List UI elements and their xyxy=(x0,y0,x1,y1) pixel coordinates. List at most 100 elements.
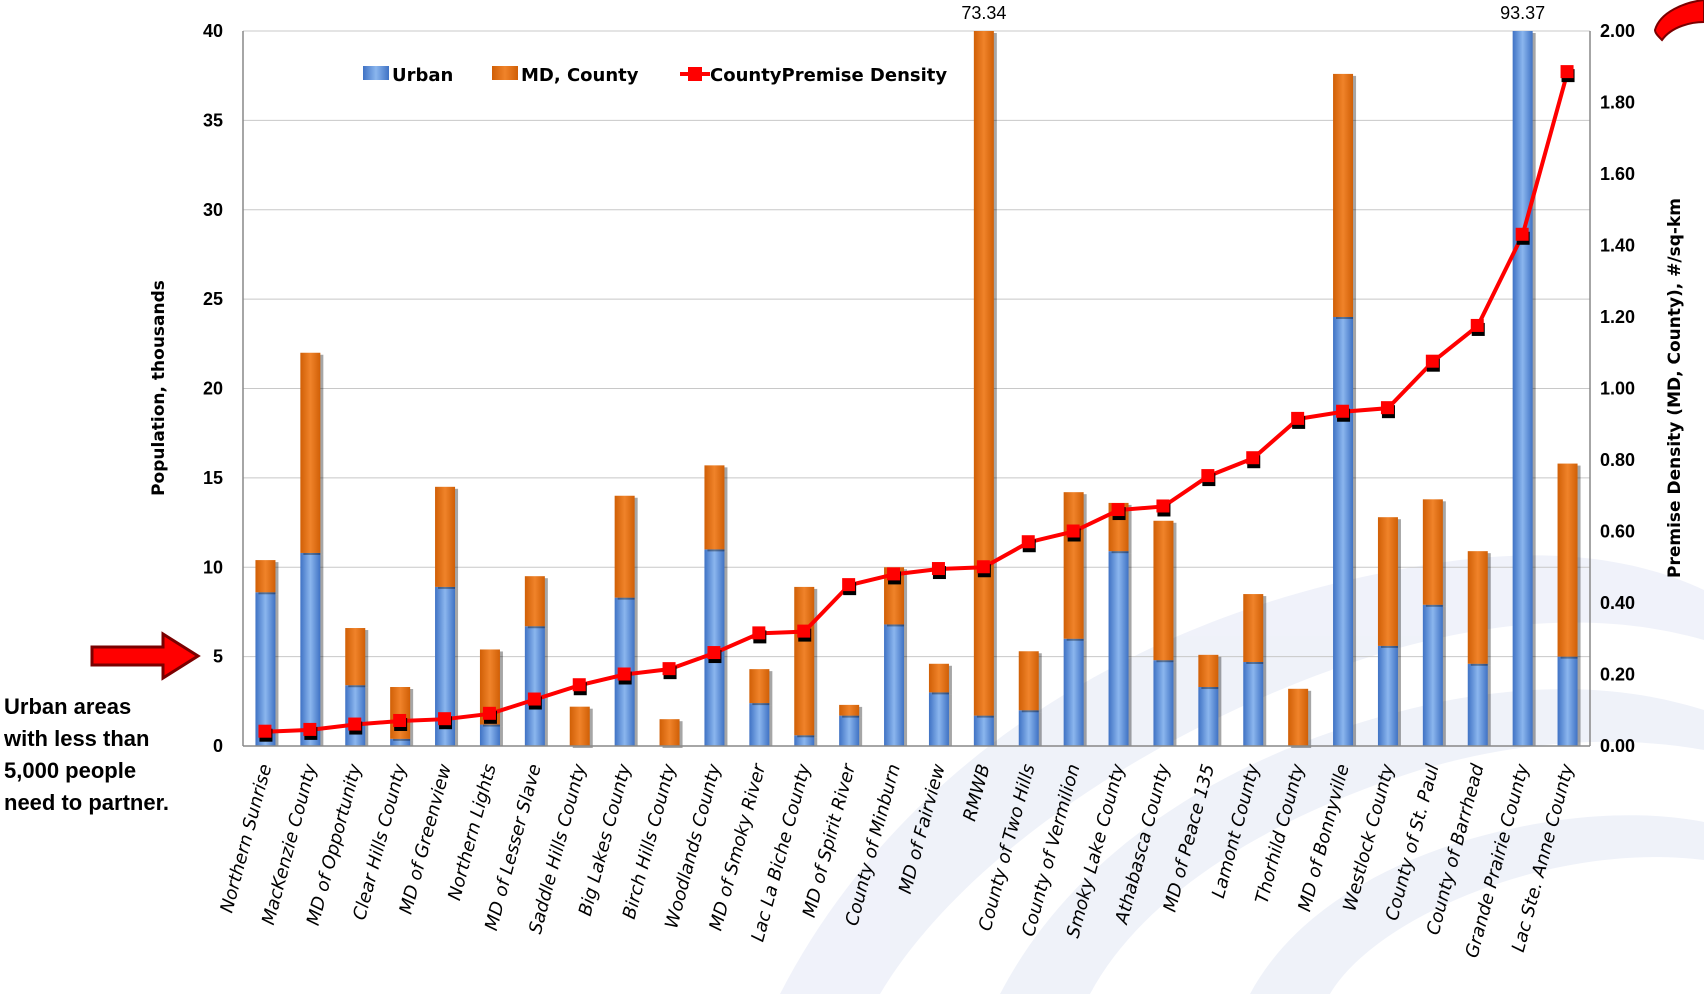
density-marker xyxy=(976,560,990,574)
bar-county xyxy=(1333,73,1354,318)
legend-swatch-county xyxy=(492,66,518,80)
y2-tick-label: 1.40 xyxy=(1600,236,1635,256)
y2-tick-label: 1.60 xyxy=(1600,164,1635,184)
legend: Urban MD, County CountyPremise Density xyxy=(363,65,947,86)
density-marker xyxy=(258,724,272,738)
density-marker xyxy=(1021,535,1035,549)
legend-marker-density xyxy=(688,67,702,81)
density-marker xyxy=(572,678,586,692)
y-tick-label: 15 xyxy=(203,468,223,488)
density-marker xyxy=(482,706,496,720)
overflow-value-label: 93.37 xyxy=(1500,3,1545,23)
y2-tick-label: 1.20 xyxy=(1600,307,1635,327)
right-tick-labels: 0.00 0.20 0.40 0.60 0.80 1.00 1.20 1.40 1.60 1.80… xyxy=(1600,21,1635,756)
bar-county xyxy=(614,495,635,598)
bar-urban xyxy=(1422,604,1443,746)
bar-county xyxy=(659,719,680,746)
bar-county xyxy=(749,669,770,704)
legend-label-urban: Urban xyxy=(392,65,453,86)
y2-tick-label: 2.00 xyxy=(1600,21,1635,41)
bar-county xyxy=(524,576,545,627)
left-tick-labels: 0 5 10 15 20 25 30 35 40 xyxy=(203,21,223,756)
bar-urban xyxy=(928,692,949,746)
y2-tick-label: 0.00 xyxy=(1600,736,1635,756)
y-tick-label: 40 xyxy=(203,21,223,41)
density-marker xyxy=(1066,524,1080,538)
bar-urban xyxy=(1557,656,1578,746)
bar-county xyxy=(1557,463,1578,657)
bar-urban xyxy=(479,724,500,746)
density-marker xyxy=(887,567,901,581)
bar-county xyxy=(390,687,411,739)
bar-county xyxy=(345,628,366,686)
density-marker xyxy=(1156,499,1170,513)
bar-county xyxy=(704,465,725,550)
bar-county xyxy=(1153,520,1174,661)
legend-label-density: CountyPremise Density xyxy=(710,65,947,86)
density-marker xyxy=(1246,451,1260,465)
bar-urban xyxy=(345,685,366,746)
bar-urban xyxy=(749,703,770,746)
y-tick-label: 35 xyxy=(203,110,223,130)
bar-urban xyxy=(1243,661,1264,746)
density-marker xyxy=(1336,404,1350,418)
red-arrow-icon xyxy=(90,631,201,681)
density-marker xyxy=(617,667,631,681)
bar-county xyxy=(1018,651,1039,711)
bar-urban xyxy=(1333,317,1354,746)
density-marker xyxy=(707,646,721,660)
density-marker xyxy=(752,626,766,640)
density-marker xyxy=(393,713,407,727)
bar-urban xyxy=(839,715,860,746)
bar-urban xyxy=(884,624,905,746)
density-marker xyxy=(797,624,811,638)
bar-county xyxy=(569,706,590,746)
density-marker xyxy=(1560,65,1574,79)
bar-urban xyxy=(1377,645,1398,746)
bar-county xyxy=(1467,551,1488,664)
bar-urban xyxy=(973,715,994,746)
bar-urban xyxy=(1467,663,1488,746)
y-tick-label: 10 xyxy=(203,557,223,577)
y-tick-label: 25 xyxy=(203,289,223,309)
bar-county xyxy=(839,704,860,716)
bar-urban xyxy=(524,626,545,746)
density-marker xyxy=(662,662,676,676)
bar-county xyxy=(1063,492,1084,639)
y-tick-label: 0 xyxy=(213,736,223,756)
y2-tick-label: 1.00 xyxy=(1600,379,1635,399)
y2-tick-label: 1.80 xyxy=(1600,93,1635,113)
gridlines xyxy=(243,30,1590,658)
y-tick-label: 20 xyxy=(203,379,223,399)
bar-urban xyxy=(1198,687,1219,746)
annotation-note: Urban areas with less than 5,000 people … xyxy=(4,694,170,815)
y-axis-label: Population, thousands xyxy=(149,280,169,496)
y2-tick-label: 0.20 xyxy=(1600,665,1635,685)
density-marker xyxy=(1111,503,1125,517)
density-line-path xyxy=(265,71,1570,734)
bars xyxy=(255,31,1581,748)
bar-urban xyxy=(300,552,321,746)
bar-urban xyxy=(255,592,276,746)
bar-urban xyxy=(1063,638,1084,746)
bar-urban xyxy=(435,586,456,746)
density-marker xyxy=(303,722,317,736)
density-marker xyxy=(1291,411,1305,425)
density-marker xyxy=(1470,318,1484,332)
overflow-labels: 73.34 93.37 xyxy=(961,3,1545,23)
y2-axis-label: Premise Density (MD, County), #/sq-km xyxy=(1665,198,1685,578)
overflow-value-label: 73.34 xyxy=(961,3,1006,23)
bar-county xyxy=(479,649,500,725)
bar-urban xyxy=(1018,710,1039,746)
bar-urban xyxy=(1153,660,1174,746)
bar-county xyxy=(1288,688,1309,746)
bar-county xyxy=(1243,594,1264,662)
density-marker xyxy=(1380,401,1394,415)
density-marker xyxy=(1201,469,1215,483)
bar-county xyxy=(1422,499,1443,605)
y-tick-label: 30 xyxy=(203,200,223,220)
bar-county xyxy=(300,352,321,553)
bar-county xyxy=(1377,517,1398,646)
y-tick-label: 5 xyxy=(213,647,223,667)
